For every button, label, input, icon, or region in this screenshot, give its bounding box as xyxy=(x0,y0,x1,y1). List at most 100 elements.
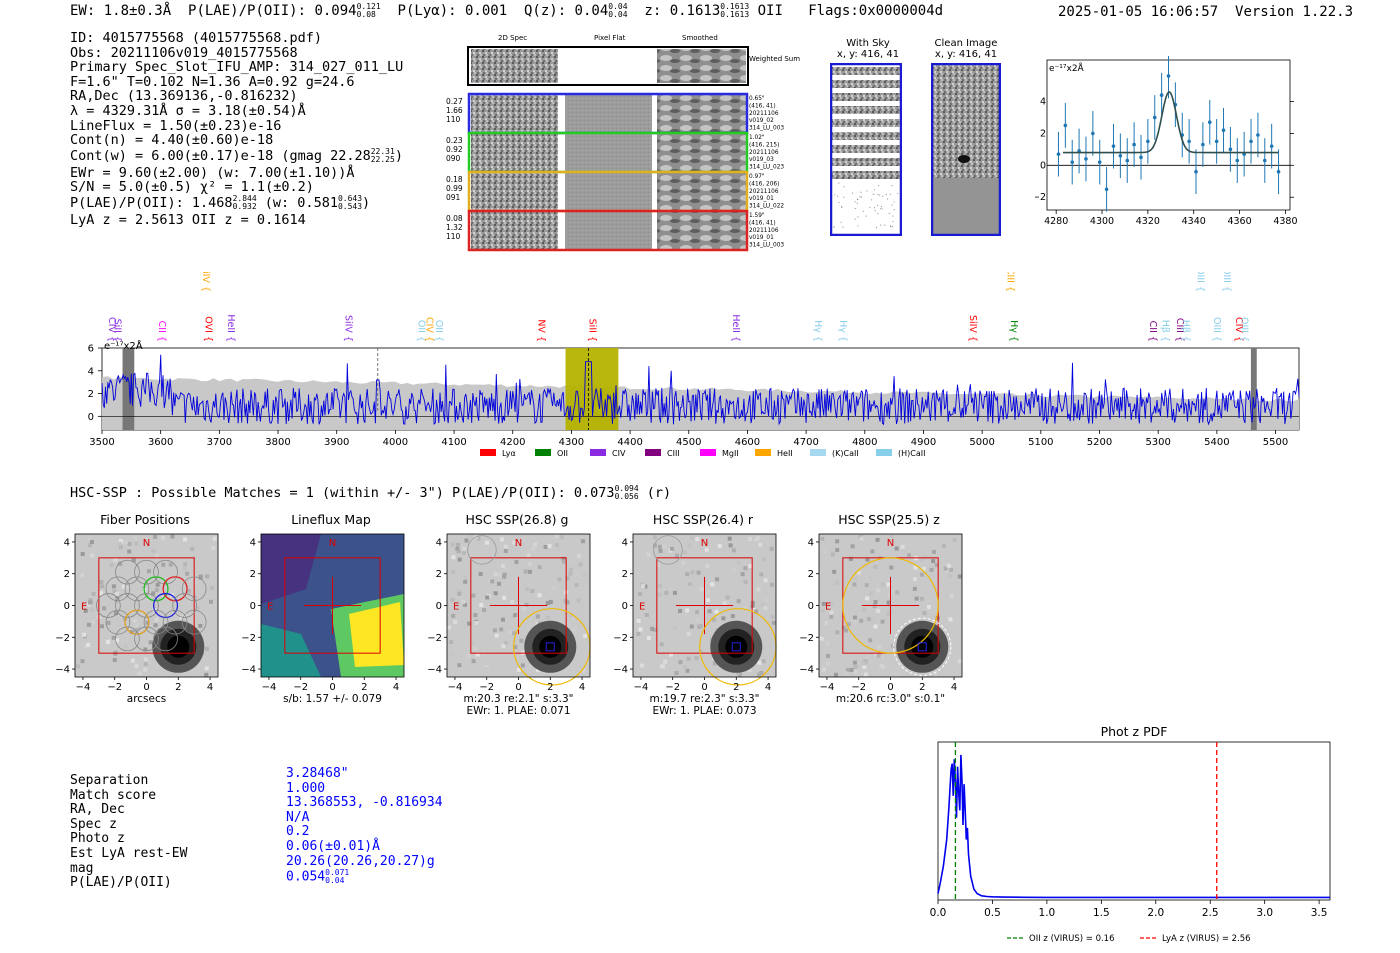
sky-dot xyxy=(833,226,835,228)
info-plae-w: (w: 0.581 xyxy=(264,194,338,211)
cutout-pixelflat xyxy=(565,95,652,132)
hsc-noise-pixel xyxy=(114,638,119,643)
hsc-noise-pixel xyxy=(919,572,924,577)
zoom-ytick-label: 0 xyxy=(1040,160,1046,171)
hsc-noise-pixel xyxy=(938,665,943,670)
hsc-noise-pixel xyxy=(736,560,741,565)
header-qz: Q(z): 0.04 xyxy=(523,3,609,19)
with-sky-image xyxy=(830,63,902,236)
hsc-noise-pixel xyxy=(457,588,462,593)
zoom-fit-curve xyxy=(1063,91,1279,154)
hsc-panel-caption: m:20.6 rc:3.0" s:0.1" xyxy=(836,693,945,705)
hsc-noise-pixel xyxy=(862,607,867,612)
galaxy-nucleus xyxy=(911,635,934,658)
hsc-noise-pixel xyxy=(163,667,168,672)
hsc-noise-pixel xyxy=(129,629,134,634)
hsc-noise-pixel xyxy=(670,546,675,551)
lineflux-region xyxy=(261,534,321,604)
hsc-noise-pixel xyxy=(461,550,466,555)
info-contw-hi: 22.31 xyxy=(370,146,395,156)
hsc-noise-pixel xyxy=(134,541,139,546)
hsc-noise-pixel xyxy=(537,593,542,598)
spectrum-legend-label: OII xyxy=(557,449,568,458)
hsc-noise-pixel xyxy=(639,663,644,668)
hsc-noise-pixel xyxy=(75,664,80,669)
hsc-noise-pixel xyxy=(880,582,885,587)
hsc-noise-pixel xyxy=(449,652,454,657)
hsc-noise-pixel xyxy=(727,536,732,541)
match-value-photoz: 0.2 xyxy=(286,824,310,840)
sky-dot xyxy=(892,215,894,217)
photz-content: 0.0 0.5 1.0 1.5 2.0 2.5 3.0 3.5 OII z (VIRUS) = … xyxy=(930,742,1330,944)
sky-dot xyxy=(840,221,842,223)
spectrum-legend-label: HeII xyxy=(777,449,793,458)
sky-dot xyxy=(869,206,871,209)
hsc-xtick-label: −4 xyxy=(634,682,649,693)
sky-dot xyxy=(890,225,892,228)
spectrum-ytick-label: 2 xyxy=(88,389,94,400)
spectrum-xtick-label: 3600 xyxy=(148,437,173,448)
zoom-point xyxy=(1125,158,1130,163)
hsc-xtick-label: −4 xyxy=(262,682,277,693)
hsc-noise-pixel xyxy=(520,663,525,668)
hsc-noise-pixel xyxy=(900,544,905,549)
hsc-noise-pixel xyxy=(879,663,884,668)
hsc-noise-pixel xyxy=(725,595,730,600)
hsc-noise-pixel xyxy=(581,668,586,673)
hsc-noise-pixel xyxy=(692,616,697,621)
hsc-noise-pixel xyxy=(954,534,959,539)
sky-dot xyxy=(891,185,893,187)
hsc-xtick-label: 2 xyxy=(361,682,367,693)
hsc-noise-pixel xyxy=(690,535,695,540)
hsc-noise-pixel xyxy=(561,559,566,564)
hsc-noise-pixel xyxy=(865,596,870,601)
hsc-noise-pixel xyxy=(466,654,471,659)
hsc-noise-pixel xyxy=(109,563,114,568)
hsc-noise-pixel xyxy=(91,591,96,596)
hsc-noise-pixel xyxy=(123,644,128,649)
zoom-point xyxy=(1091,131,1095,136)
hsc-noise-pixel xyxy=(195,605,200,610)
sky-dot xyxy=(854,207,856,210)
fiber-circle xyxy=(115,559,140,585)
sky-dot xyxy=(854,218,856,220)
hsc-noise-pixel xyxy=(886,600,891,605)
hsc-noise-pixel xyxy=(514,560,519,565)
hsc-east-label: E xyxy=(639,602,645,613)
hsc-noise-pixel xyxy=(112,658,117,663)
hsc-noise-pixel xyxy=(761,659,766,664)
with-sky-title: With Sky xyxy=(846,38,890,49)
zoom-point xyxy=(1063,123,1068,128)
hsc-noise-pixel xyxy=(844,671,849,676)
hsc-noise-pixel xyxy=(644,612,649,617)
hsc-noise-pixel xyxy=(668,652,673,657)
hsc-noise-pixel xyxy=(146,569,151,574)
hsc-panel-title: Lineflux Map xyxy=(291,512,371,527)
spectrum-legend-swatch xyxy=(590,449,606,456)
hsc-noise-pixel xyxy=(686,656,691,661)
sky-dot xyxy=(888,212,890,215)
match-value-specz: N/A xyxy=(286,809,310,825)
sky-dot xyxy=(856,198,858,201)
hsc-noise-pixel xyxy=(547,543,552,548)
photz-legend-label: OII z (VIRUS) = 0.16 xyxy=(1029,934,1115,944)
hsc-north-label: N xyxy=(701,538,708,549)
hsc-noise-pixel xyxy=(127,541,132,546)
header-qz-hi: 0.04 xyxy=(608,2,628,11)
hsc-noise-pixel xyxy=(123,539,128,544)
hsc-noise-pixel xyxy=(512,540,517,545)
sky-stripe xyxy=(832,145,900,153)
info-plae-row: P(LAE)/P(OII): 1.468 2.844 0.932 (w: 0.581… xyxy=(70,194,403,213)
hsc-noise-pixel xyxy=(113,557,118,562)
hsc-noise-pixel xyxy=(161,618,166,623)
hsc-noise-pixel xyxy=(151,548,156,553)
hsc-noise-pixel xyxy=(853,669,858,674)
hsc-noise-pixel xyxy=(754,609,759,614)
spectrum-line-label: OIII { xyxy=(1211,317,1222,342)
hsc-noise-pixel xyxy=(86,642,91,647)
header-qz-lo: 0.04 xyxy=(608,10,628,19)
info-id: ID: 4015775568 (4015775568.pdf) xyxy=(70,30,322,46)
photz-legend-label: LyA z (VIRUS) = 2.56 xyxy=(1162,934,1251,944)
